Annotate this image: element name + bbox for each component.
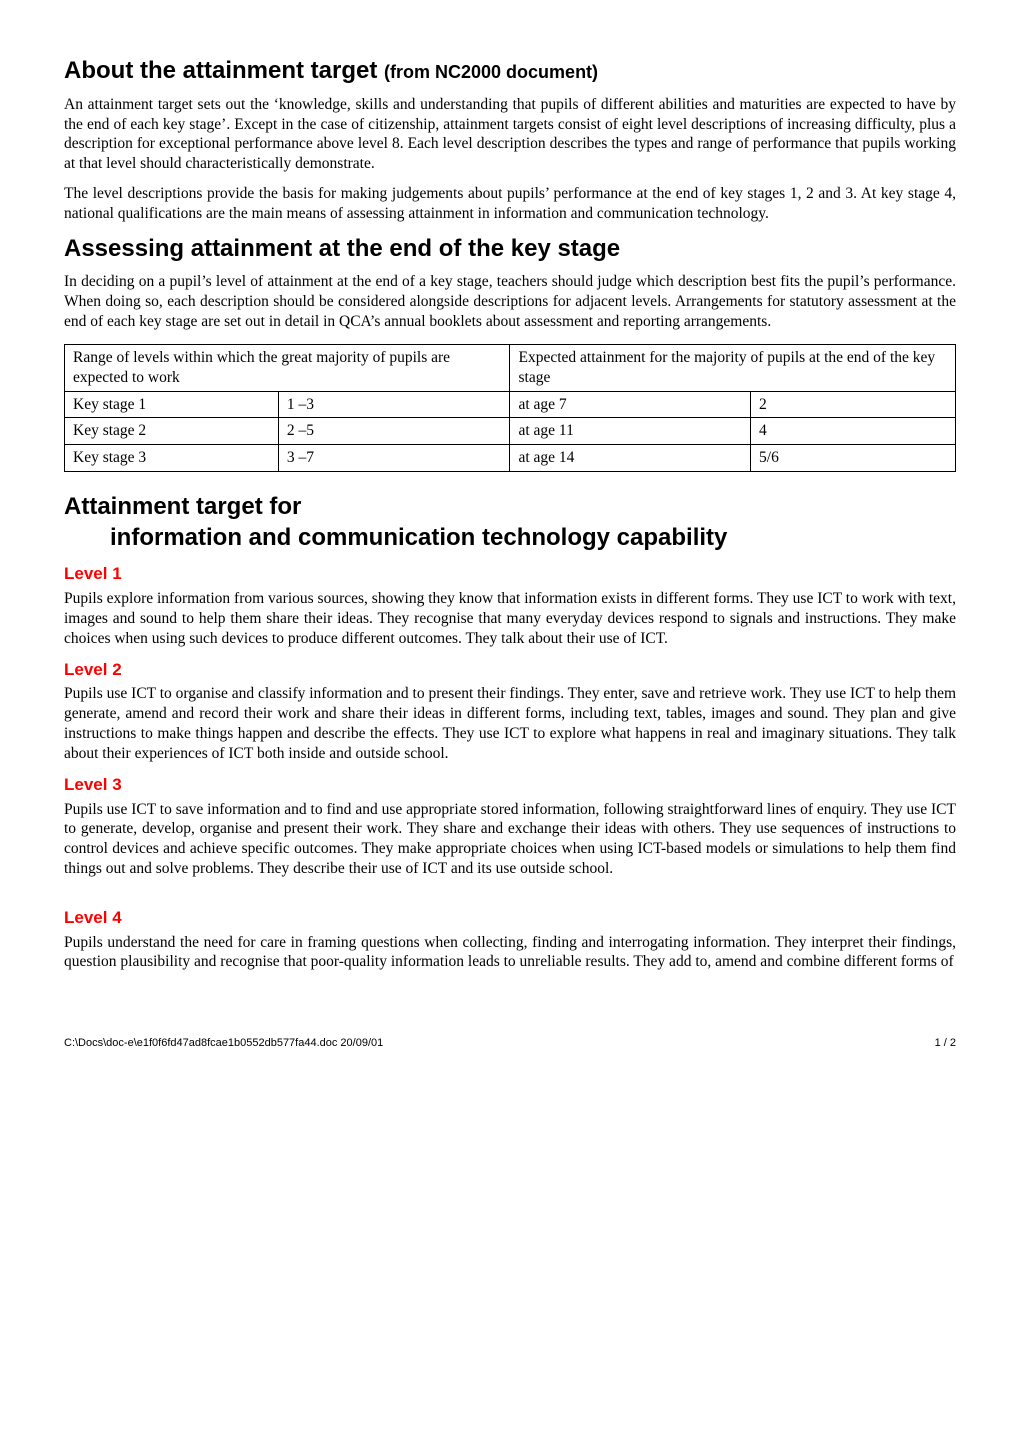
cell-ks1-level: 2 xyxy=(751,391,956,418)
heading-attainment-target-sub: information and communication technology… xyxy=(110,523,956,554)
level-4-body: Pupils understand the need for care in f… xyxy=(64,933,956,973)
cell-ks3-range: 3 –7 xyxy=(278,445,510,472)
levels-table: Range of levels within which the great m… xyxy=(64,344,956,472)
cell-ks3-level: 5/6 xyxy=(751,445,956,472)
table-header-row: Range of levels within which the great m… xyxy=(65,344,956,391)
cell-ks3-name: Key stage 3 xyxy=(65,445,279,472)
cell-ks1-name: Key stage 1 xyxy=(65,391,279,418)
att-heading-line1: Attainment target for xyxy=(64,493,301,520)
footer-right: 1 / 2 xyxy=(935,1036,956,1050)
heading-about-main: About the attainment target xyxy=(64,57,384,84)
cell-ks2-range: 2 –5 xyxy=(278,418,510,445)
cell-ks2-level: 4 xyxy=(751,418,956,445)
level-3-body: Pupils use ICT to save information and t… xyxy=(64,800,956,879)
level-4-heading: Level 4 xyxy=(64,907,956,929)
assessing-paragraph: In deciding on a pupil’s level of attain… xyxy=(64,272,956,331)
page-footer: C:\Docs\doc-e\e1f0f6fd47ad8fcae1b0552db5… xyxy=(64,1036,956,1050)
table-row: Key stage 1 1 –3 at age 7 2 xyxy=(65,391,956,418)
cell-ks2-name: Key stage 2 xyxy=(65,418,279,445)
heading-assessing: Assessing attainment at the end of the k… xyxy=(64,234,956,265)
heading-about-sub: (from NC2000 document) xyxy=(384,62,598,82)
footer-left: C:\Docs\doc-e\e1f0f6fd47ad8fcae1b0552db5… xyxy=(64,1036,383,1050)
cell-ks1-range: 1 –3 xyxy=(278,391,510,418)
level-1-heading: Level 1 xyxy=(64,563,956,585)
cell-ks3-age: at age 14 xyxy=(510,445,751,472)
heading-about: About the attainment target (from NC2000… xyxy=(64,56,956,87)
table-row: Key stage 3 3 –7 at age 14 5/6 xyxy=(65,445,956,472)
cell-ks1-age: at age 7 xyxy=(510,391,751,418)
table-row: Key stage 2 2 –5 at age 11 4 xyxy=(65,418,956,445)
intro-paragraph-1: An attainment target sets out the ‘knowl… xyxy=(64,95,956,174)
table-header-right: Expected attainment for the majority of … xyxy=(510,344,956,391)
level-2-body: Pupils use ICT to organise and classify … xyxy=(64,684,956,763)
table-header-left: Range of levels within which the great m… xyxy=(65,344,510,391)
heading-attainment-target: Attainment target for xyxy=(64,492,956,523)
level-2-heading: Level 2 xyxy=(64,659,956,681)
att-heading-line2: information and communication technology… xyxy=(110,524,727,551)
level-1-body: Pupils explore information from various … xyxy=(64,589,956,648)
level-3-heading: Level 3 xyxy=(64,774,956,796)
cell-ks2-age: at age 11 xyxy=(510,418,751,445)
intro-paragraph-2: The level descriptions provide the basis… xyxy=(64,184,956,224)
